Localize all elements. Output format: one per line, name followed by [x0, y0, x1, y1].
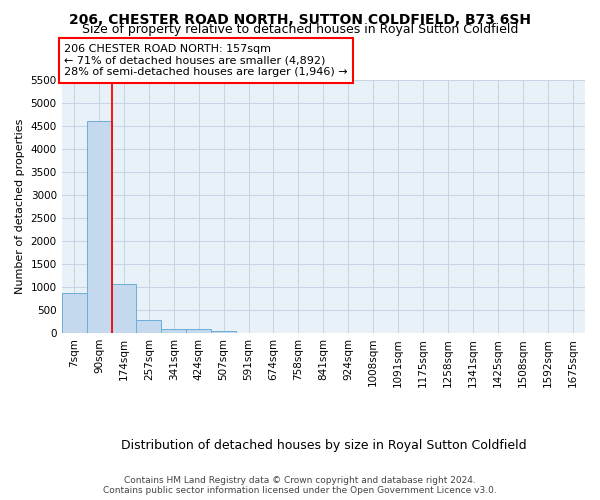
- Text: 206 CHESTER ROAD NORTH: 157sqm
← 71% of detached houses are smaller (4,892)
28% : 206 CHESTER ROAD NORTH: 157sqm ← 71% of …: [64, 44, 348, 77]
- Y-axis label: Number of detached properties: Number of detached properties: [15, 118, 25, 294]
- Bar: [62, 292, 86, 333]
- Bar: [136, 320, 161, 333]
- Bar: [112, 284, 136, 333]
- Text: Size of property relative to detached houses in Royal Sutton Coldfield: Size of property relative to detached ho…: [82, 22, 518, 36]
- Bar: [211, 331, 236, 333]
- Text: Contains HM Land Registry data © Crown copyright and database right 2024.
Contai: Contains HM Land Registry data © Crown c…: [103, 476, 497, 495]
- X-axis label: Distribution of detached houses by size in Royal Sutton Coldfield: Distribution of detached houses by size …: [121, 440, 526, 452]
- Bar: [186, 330, 211, 333]
- Bar: [161, 329, 186, 333]
- Bar: [86, 121, 112, 333]
- Text: 206, CHESTER ROAD NORTH, SUTTON COLDFIELD, B73 6SH: 206, CHESTER ROAD NORTH, SUTTON COLDFIEL…: [69, 12, 531, 26]
